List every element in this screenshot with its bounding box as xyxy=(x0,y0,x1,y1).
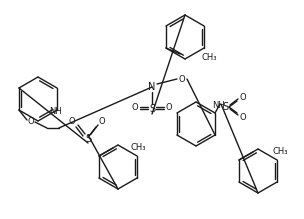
Text: O: O xyxy=(166,104,172,113)
Text: O: O xyxy=(240,92,246,101)
Text: NH: NH xyxy=(212,101,224,110)
Text: S: S xyxy=(222,102,228,112)
Text: CH₃: CH₃ xyxy=(272,147,288,155)
Text: O: O xyxy=(132,104,138,113)
Text: O: O xyxy=(28,118,34,127)
Text: CH₃: CH₃ xyxy=(130,143,146,152)
Text: S: S xyxy=(85,134,91,144)
Text: O: O xyxy=(99,118,105,127)
Text: CH₃: CH₃ xyxy=(201,53,217,62)
Text: O: O xyxy=(240,113,246,122)
Text: O: O xyxy=(69,118,75,127)
Text: N: N xyxy=(148,82,156,92)
Text: O: O xyxy=(179,74,185,83)
Text: NH: NH xyxy=(49,107,62,116)
Text: S: S xyxy=(149,104,155,114)
